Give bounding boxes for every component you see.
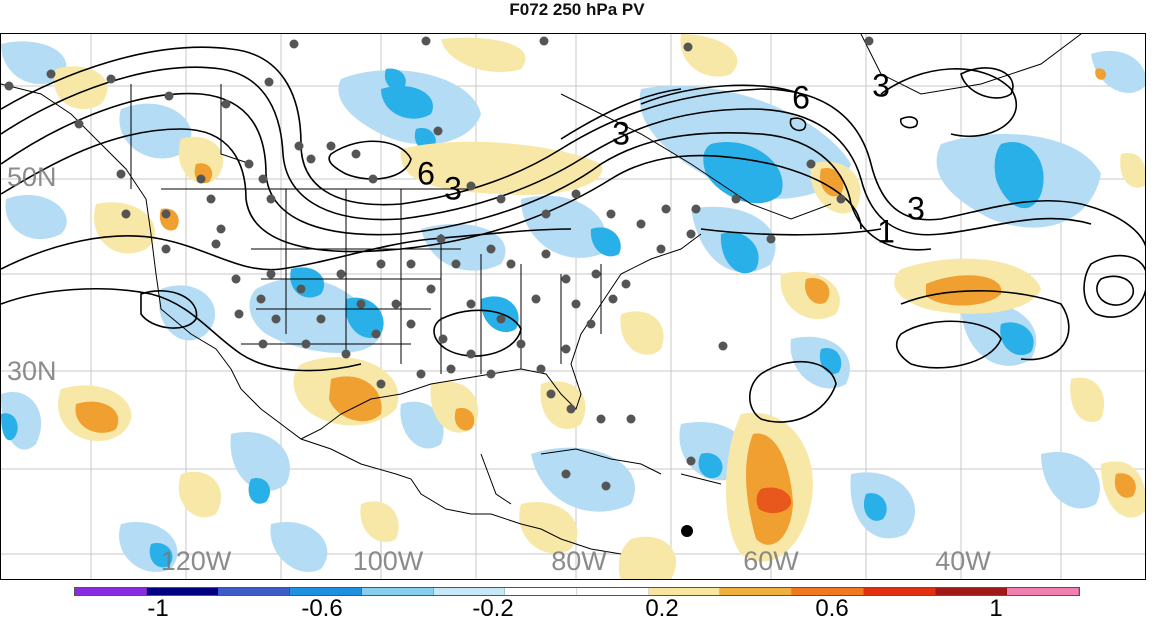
highlighted-station-dot [681, 525, 693, 537]
colorbar-tick-1: 1 [989, 595, 1003, 622]
colorbar-segment [577, 588, 649, 595]
contour-label-6-north: 6 [792, 79, 810, 116]
map-panel: 50N 30N 120W 100W 80W 60W 40W 6 3 6 3 3 … [0, 33, 1146, 580]
lon-label-60w: 60W [743, 546, 799, 576]
contour-label-6-west: 6 [417, 155, 435, 192]
colorbar [74, 587, 1080, 596]
contour-label-3-east: 3 [907, 190, 925, 227]
negative-pv-light-shading [1, 41, 1145, 572]
colorbar-segment [1007, 588, 1080, 595]
colorbar-tick-neg1: -1 [147, 595, 169, 622]
lon-label-120w: 120W [160, 546, 232, 576]
map-title: F072 250 hPa PV [509, 0, 645, 19]
contour-label-1-east: 1 [877, 213, 895, 250]
colorbar-tick-neg02: -0.2 [472, 595, 514, 622]
colorbar-segment [218, 588, 291, 595]
colorbar-tick-06: 0.6 [815, 595, 849, 622]
contour-label-3-central: 3 [612, 115, 630, 152]
lon-label-100w: 100W [352, 546, 424, 576]
pv-contours [1, 46, 1145, 423]
colorbar-segment [863, 588, 936, 595]
colorbar-segment [720, 588, 793, 595]
lon-label-40w: 40W [935, 546, 991, 576]
colorbar-segment [361, 588, 434, 595]
colorbar-segment [935, 588, 1008, 595]
contour-label-3-northeast: 3 [872, 67, 890, 104]
colorbar-tick-neg06: -0.6 [301, 595, 343, 622]
colorbar-segment [433, 588, 506, 595]
colorbar-segment [290, 588, 362, 595]
positive-pv-dark-shading [756, 487, 792, 514]
colorbar-segment [505, 588, 578, 595]
colorbar-segment [75, 588, 147, 595]
contour-label-3-west: 3 [444, 170, 462, 207]
lat-label-50n: 50N [7, 162, 57, 192]
lon-label-80w: 80W [551, 546, 607, 576]
lat-label-30n: 30N [7, 356, 57, 386]
colorbar-segment [648, 588, 721, 595]
colorbar-segment [146, 588, 219, 595]
station-dots [4, 36, 874, 491]
map-canvas [1, 34, 1145, 579]
colorbar-tick-02: 0.2 [645, 595, 679, 622]
colorbar-segment [792, 588, 864, 595]
